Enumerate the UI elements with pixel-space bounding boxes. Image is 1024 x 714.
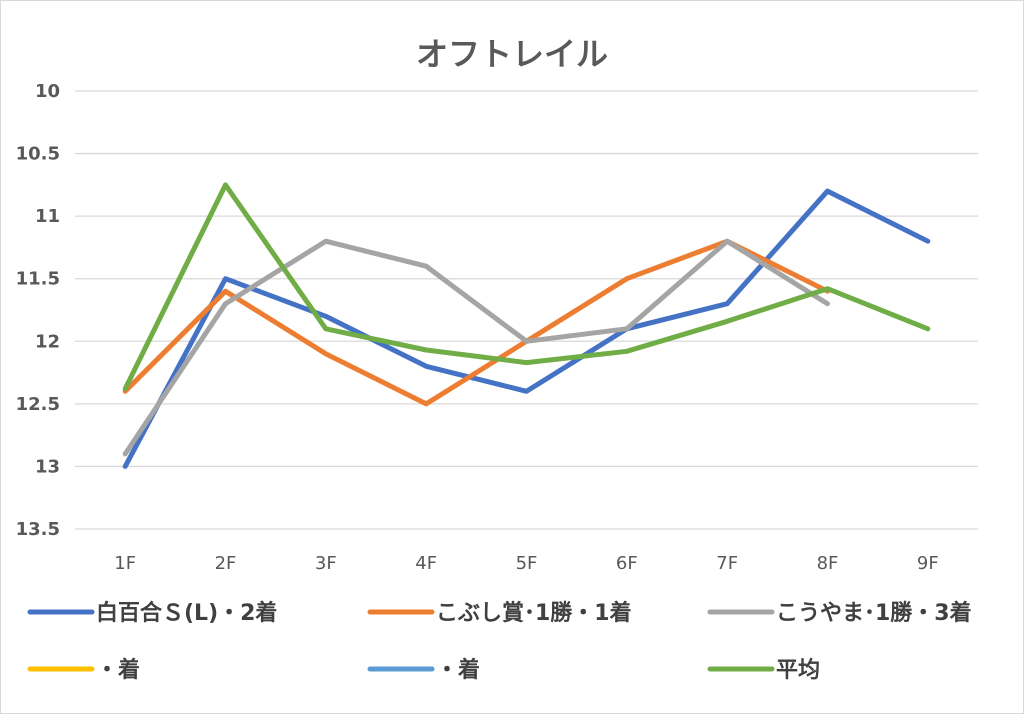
series-line-3 [122, 238, 830, 457]
legend-label: 白百合Ｓ(L)・2着 [96, 600, 277, 626]
legend-label: こぶし賞･1勝・1着 [436, 600, 632, 626]
x-tick-label: 8F [817, 553, 839, 574]
x-tick-label: 3F [315, 553, 337, 574]
y-tick-label: 11.5 [16, 269, 60, 290]
legend-label: ・着 [436, 657, 480, 683]
x-tick-label: 6F [616, 553, 638, 574]
y-tick-label: 12.5 [16, 394, 60, 415]
series-line-2 [122, 238, 830, 407]
series-line-6 [122, 182, 931, 392]
y-tick-label: 11 [35, 206, 60, 227]
legend-label: こうやま･1勝・3着 [776, 600, 972, 626]
legend: 白百合Ｓ(L)・2着 こぶし賞･1勝・1着 こうやま･1勝・3着・着 ・着 平均 [27, 600, 972, 683]
series-lines [122, 182, 931, 469]
x-tick-label: 2F [215, 553, 237, 574]
y-axis-tick-labels: 10 10.5 11 11.5 12 12.5 13 13.5 [16, 81, 60, 540]
y-tick-label: 10 [35, 81, 60, 102]
x-tick-label: 1F [114, 553, 136, 574]
legend-label: ・着 [96, 657, 140, 683]
x-axis-tick-labels: 1F 2F 3F 4F 5F 6F 7F 8F 9F [114, 553, 938, 574]
legend-label: 平均 [776, 657, 820, 683]
x-tick-label: 4F [415, 553, 437, 574]
y-tick-label: 10.5 [16, 144, 60, 165]
chart-title: オフトレイル [416, 35, 608, 73]
y-tick-label: 13.5 [16, 519, 60, 540]
x-tick-label: 7F [716, 553, 738, 574]
series-line-1 [122, 188, 931, 469]
x-tick-label: 5F [516, 553, 538, 574]
x-tick-label: 9F [917, 553, 939, 574]
y-tick-label: 13 [35, 456, 60, 477]
y-tick-label: 12 [35, 331, 60, 352]
